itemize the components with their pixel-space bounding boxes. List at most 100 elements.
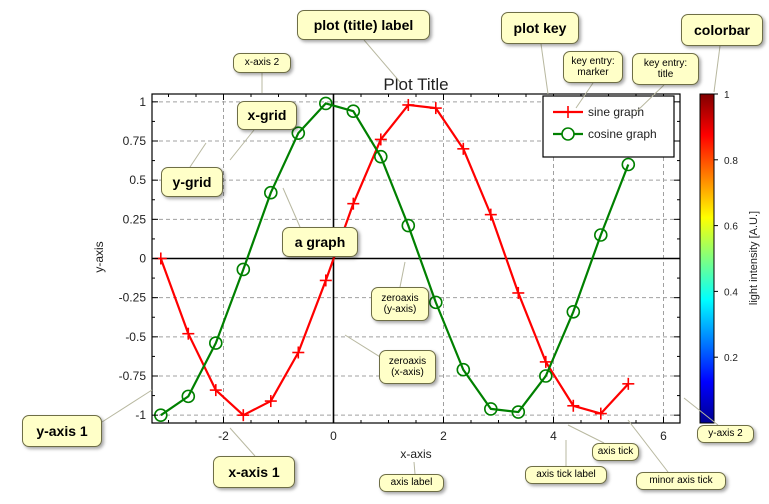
y-tick-label: 0 — [139, 252, 146, 266]
callout-zeroaxis-x: zeroaxis (x-axis) — [379, 350, 436, 384]
sine-marker — [209, 384, 222, 397]
y-tick-label: 1 — [139, 95, 146, 109]
y-axis-label: y-axis — [92, 241, 106, 272]
callout-plot-key: plot key — [501, 12, 579, 44]
sine-marker — [622, 377, 635, 390]
x-tick-label: 2 — [440, 429, 447, 443]
callout-pointer — [567, 424, 605, 444]
callout-pointer — [413, 461, 416, 475]
callout-axis-label: axis label — [379, 474, 444, 492]
callout-pointer — [344, 334, 386, 361]
callout-pointer — [189, 142, 207, 168]
cosine-marker — [456, 362, 471, 377]
series-line — [159, 103, 630, 417]
cosine-marker — [318, 96, 333, 111]
y-tick-label: -0.25 — [119, 291, 147, 305]
callout-colorbar: colorbar — [681, 14, 763, 46]
cosine-marker — [181, 389, 196, 404]
cosine-marker — [209, 336, 223, 350]
legend-label: cosine graph — [588, 127, 657, 141]
callout-pointer — [683, 397, 719, 426]
axis-ticks: -2 0 2 4 6 1 0.75 0.5 0.25 0 -0.25 -0.5 -0.75 -1 — [119, 94, 680, 443]
sine-marker — [484, 208, 497, 221]
callout-pointer — [229, 129, 255, 161]
colorbar-tick-label: 0.6 — [724, 222, 738, 233]
callout-minor-axis-tick: minor axis tick — [636, 472, 726, 490]
cosine-marker — [428, 295, 443, 310]
cosine-marker — [346, 104, 361, 119]
callout-x-grid: x-grid — [237, 101, 297, 130]
cosine-marker — [593, 228, 608, 242]
series-group — [154, 96, 636, 422]
y-tick-label: -0.75 — [119, 369, 147, 383]
colorbar-tick-label: 1 — [724, 90, 730, 101]
callout-key-entry-title: key entry: title — [632, 53, 699, 85]
callout-zeroaxis-y: zeroaxis (y-axis) — [371, 287, 429, 321]
sine-marker — [237, 409, 250, 422]
y-tick-label: 0.5 — [129, 173, 146, 187]
sine-marker — [347, 197, 360, 210]
sine-marker — [512, 286, 525, 299]
cosine-marker — [621, 157, 636, 172]
colorbar-gradient — [699, 93, 715, 424]
colorbar-tick-label: 0.8 — [724, 156, 738, 167]
x-axis-label: x-axis — [400, 447, 431, 461]
sine-marker — [264, 395, 277, 408]
callout-a-graph: a graph — [282, 227, 358, 257]
cosine-marker — [566, 304, 581, 319]
x-tick-label: -2 — [218, 429, 229, 443]
legend-marker — [561, 127, 575, 141]
x-tick-label: 0 — [330, 429, 337, 443]
sine-marker — [182, 327, 195, 340]
sine-marker — [567, 399, 580, 412]
callout-pointer — [101, 389, 153, 423]
callout-pointer — [282, 187, 301, 228]
colorbar-tick-label: 0.2 — [724, 353, 738, 364]
callout-pointers — [101, 39, 721, 475]
colorbar-tick-label: 0.4 — [724, 287, 738, 298]
colorbar-label: light intensity [A.U.] — [748, 211, 760, 305]
y-tick-label: -0.5 — [125, 330, 146, 344]
sine-marker — [429, 102, 442, 115]
y-tick-label: -1 — [135, 408, 146, 422]
callout-pointer — [399, 261, 406, 288]
cosine-marker — [236, 262, 251, 277]
colorbar: light intensity [A.U.] 1 0.8 0.6 0.4 0.2 — [699, 90, 760, 424]
plot-title: Plot Title — [383, 75, 448, 94]
callout-axis-tick: axis tick — [592, 443, 639, 461]
callout-pointer — [713, 45, 721, 93]
sine-marker — [539, 355, 552, 368]
x-tick-label: 6 — [660, 429, 667, 443]
callout-pointer — [635, 84, 665, 113]
cosine-marker — [263, 185, 278, 200]
sine-marker — [319, 274, 332, 287]
callout-pointer — [363, 39, 401, 83]
legend-label: sine graph — [588, 105, 644, 119]
callout-key-entry-marker: key entry: marker — [563, 51, 623, 83]
callout-y-grid: y-grid — [161, 167, 223, 197]
cosine-marker — [401, 218, 416, 233]
callout-pointer — [229, 427, 256, 457]
cosine-marker — [483, 402, 498, 416]
sine-marker — [402, 98, 415, 111]
callout-y-axis-2: y-axis 2 — [697, 425, 754, 443]
cosine-marker — [291, 126, 306, 140]
sine-marker — [594, 407, 607, 420]
callout-pointer — [575, 82, 594, 109]
legend-box — [542, 95, 675, 158]
x-tick-label: 4 — [550, 429, 557, 443]
callout-pointer — [540, 43, 549, 95]
cosine-marker — [373, 149, 388, 164]
series-line — [160, 102, 630, 417]
cosine-marker — [538, 369, 553, 383]
callout-x-axis-1: x-axis 1 — [213, 456, 295, 488]
cosine-marker — [511, 405, 526, 419]
callout-pointer — [627, 419, 669, 473]
callout-plot-title-label: plot (title) label — [297, 10, 430, 40]
sine-marker — [292, 346, 305, 359]
y-tick-label: 0.25 — [123, 212, 147, 226]
y-tick-label: 0.75 — [123, 134, 147, 148]
legend: sine graph cosine graph — [542, 95, 675, 158]
callout-axis-tick-label: axis tick label — [525, 466, 607, 484]
